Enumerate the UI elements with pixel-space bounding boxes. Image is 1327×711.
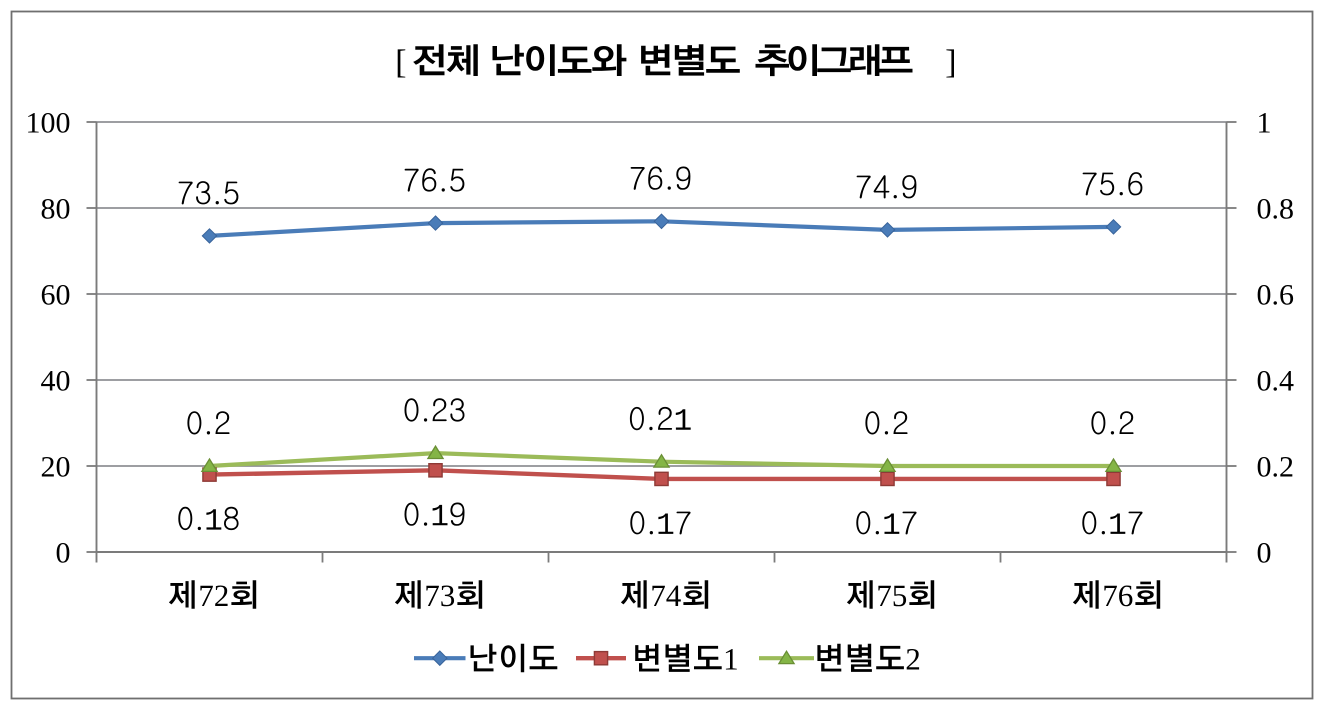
svg-text:0.6: 0.6 — [1257, 279, 1295, 312]
svg-text:80: 80 — [41, 193, 71, 226]
svg-text:0: 0 — [56, 537, 71, 570]
svg-text:0: 0 — [1257, 537, 1272, 570]
svg-text:40: 40 — [41, 365, 71, 398]
svg-text:0.4: 0.4 — [1257, 365, 1295, 398]
svg-text:0.2: 0.2 — [1257, 451, 1295, 484]
svg-text:100: 100 — [26, 107, 71, 140]
svg-text:0.8: 0.8 — [1257, 193, 1295, 226]
svg-text:60: 60 — [41, 279, 71, 312]
svg-text:1: 1 — [1257, 107, 1272, 140]
svg-text:20: 20 — [41, 451, 71, 484]
